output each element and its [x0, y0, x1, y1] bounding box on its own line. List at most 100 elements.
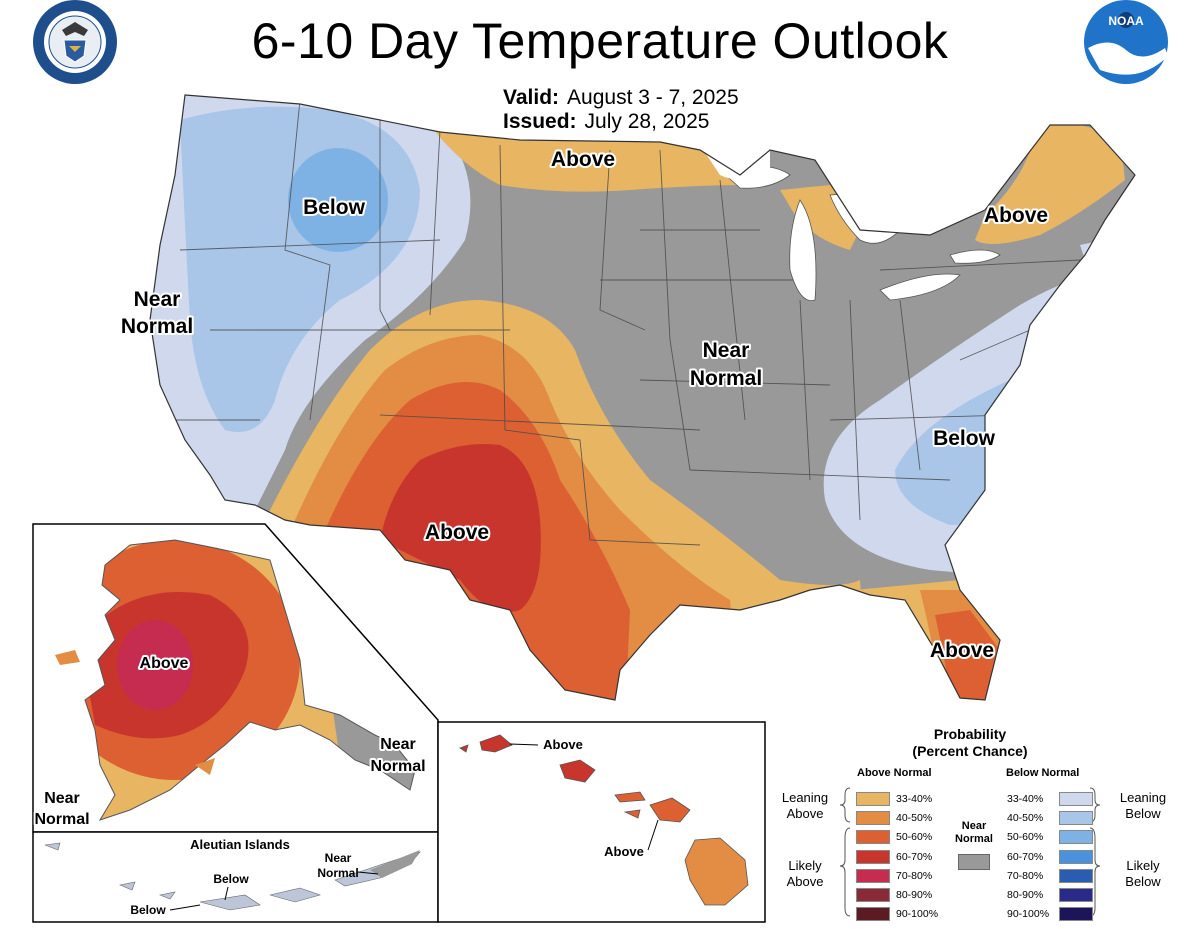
aleutian-near-normal-region — [370, 850, 420, 878]
label-aleutian-near-2: Normal — [317, 866, 358, 880]
legend-above-label: 40-50% — [896, 811, 933, 824]
legend-above-label: 60-70% — [896, 850, 933, 863]
legend-near-normal: Near Normal — [946, 820, 1002, 870]
noaa-logo: NOAA — [1084, 0, 1168, 84]
label-hawaii-above-1: Above — [543, 737, 583, 752]
legend-likely-above-2: Above — [786, 874, 824, 889]
legend-below-label: 60-70% — [1007, 850, 1044, 863]
legend-below-label: 80-90% — [1007, 889, 1044, 902]
legend-above-swatch — [856, 810, 890, 825]
legend-below-list: 33-40% 40-50% 50-60% 60-70% 70-80% 80-90% 90-1… — [1007, 789, 1093, 924]
valid-value: August 3 - 7, 2025 — [567, 86, 739, 109]
legend-above-label: 33-40% — [896, 792, 933, 805]
legend-above-label: 90-100% — [896, 908, 939, 921]
legend-leaning-below-2: Below — [1125, 806, 1161, 821]
label-alaska-near-east-2: Normal — [370, 758, 425, 775]
label-alaska-near-west-1: Near — [44, 790, 80, 807]
noaa-logo-text: NOAA — [1108, 14, 1144, 28]
issued-label: Issued: — [503, 110, 577, 133]
legend-below-row: 80-90% — [1007, 885, 1093, 904]
legend-below-label: 50-60% — [1007, 831, 1044, 844]
aleutian-title: Aleutian Islands — [190, 837, 290, 852]
legend-below-label: 90-100% — [1007, 908, 1050, 921]
label-alaska-near-east-1: Near — [380, 736, 416, 753]
legend-near-normal-swatch — [958, 854, 990, 870]
legend-above-swatch — [856, 830, 890, 845]
legend-above-row: 60-70% — [856, 847, 938, 866]
legend-below-swatch — [1059, 907, 1093, 922]
issued-date: Issued: July 28, 2025 — [503, 110, 709, 134]
legend-below-swatch — [1059, 849, 1093, 864]
label-near-central-1: Near — [703, 339, 750, 362]
legend-leaning-above-2: Above — [786, 806, 824, 821]
legend-title-line2: (Percent Chance) — [912, 743, 1028, 759]
label-above-southwest: Above — [425, 521, 489, 544]
label-alaska-above: Above — [140, 655, 189, 672]
label-above-northeast: Above — [984, 204, 1048, 227]
legend-below-label: 33-40% — [1007, 792, 1044, 805]
legend-above-row: 90-100% — [856, 905, 938, 924]
legend-likely-below-1: Likely — [1126, 858, 1160, 873]
label-aleutian-below-1: Below — [213, 872, 249, 886]
legend-below-swatch — [1059, 791, 1093, 806]
issued-value: July 28, 2025 — [584, 110, 710, 133]
legend-above-label: 70-80% — [896, 869, 933, 882]
legend-above-swatch — [856, 888, 890, 903]
legend-title: Probability (Percent Chance) — [880, 726, 1060, 760]
legend-likely-below: Likely Below — [1108, 858, 1178, 890]
legend-below-swatch — [1059, 868, 1093, 883]
legend-above-label: 80-90% — [896, 889, 933, 902]
legend-above-list: 33-40% 40-50% 50-60% 60-70% 70-80% 80-90% 90-1… — [856, 789, 938, 924]
commerce-seal-logo — [33, 0, 117, 84]
legend-below-swatch — [1059, 888, 1093, 903]
legend-below-row: 50-60% — [1007, 828, 1093, 847]
label-near-west-2: Normal — [121, 315, 193, 338]
label-near-central-2: Normal — [690, 367, 762, 390]
label-below-west: Below — [303, 196, 366, 219]
legend-above-row: 33-40% — [856, 789, 938, 808]
legend-below-row: 70-80% — [1007, 866, 1093, 885]
legend-below-swatch — [1059, 830, 1093, 845]
legend-above-row: 80-90% — [856, 885, 938, 904]
legend-below-row: 40-50% — [1007, 808, 1093, 827]
label-aleutian-near-1: Near — [325, 851, 352, 865]
label-below-southeast: Below — [933, 427, 996, 450]
label-aleutian-below-2: Below — [130, 903, 166, 917]
label-hawaii-above-2: Above — [604, 844, 644, 859]
legend-above-row: 50-60% — [856, 828, 938, 847]
legend-below-row: 33-40% — [1007, 789, 1093, 808]
legend-near-normal-1: Near — [961, 820, 987, 832]
legend-below-swatch — [1059, 810, 1093, 825]
label-above-north: Above — [551, 148, 615, 171]
legend-near-normal-2: Normal — [955, 833, 993, 845]
legend-above-header: Above Normal — [857, 767, 932, 779]
hawaii-islands — [459, 734, 749, 906]
legend-above-label: 50-60% — [896, 831, 933, 844]
legend-above-row: 40-50% — [856, 808, 938, 827]
legend-leaning-below-1: Leaning — [1119, 790, 1167, 805]
legend-above-swatch — [856, 907, 890, 922]
legend-below-header: Below Normal — [1006, 767, 1080, 779]
valid-dates: Valid: August 3 - 7, 2025 — [503, 86, 739, 110]
legend-below-label: 70-80% — [1007, 869, 1044, 882]
legend-above-row: 70-80% — [856, 866, 938, 885]
label-near-west-1: Near — [134, 288, 181, 311]
legend-likely-below-2: Below — [1125, 874, 1161, 889]
label-alaska-near-west-2: Normal — [34, 811, 89, 828]
legend-leaning-below: Leaning Below — [1108, 790, 1178, 822]
legend-leaning-above: Leaning Above — [775, 790, 835, 822]
legend-above-swatch — [856, 868, 890, 883]
legend-likely-above-1: Likely — [788, 858, 822, 873]
label-above-florida: Above — [930, 639, 994, 662]
legend-below-row: 90-100% — [1007, 905, 1093, 924]
valid-label: Valid: — [503, 86, 560, 109]
legend-below-label: 40-50% — [1007, 811, 1044, 824]
legend-likely-above: Likely Above — [775, 858, 835, 890]
legend-above-swatch — [856, 849, 890, 864]
legend-leaning-above-1: Leaning — [781, 790, 829, 805]
legend-below-row: 60-70% — [1007, 847, 1093, 866]
legend-braces — [839, 787, 1101, 917]
legend-above-swatch — [856, 791, 890, 806]
legend-title-line1: Probability — [933, 726, 1007, 742]
